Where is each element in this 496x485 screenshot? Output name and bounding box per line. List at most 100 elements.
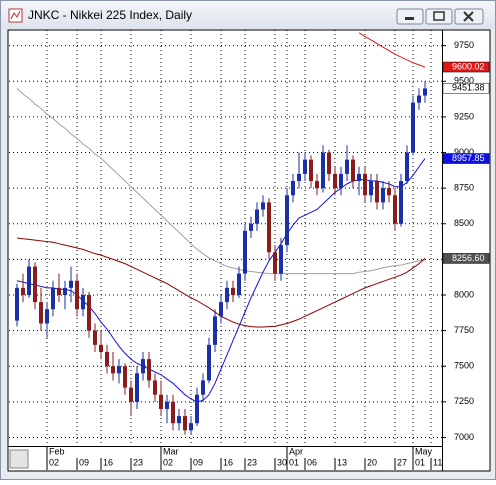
candle-body <box>39 302 43 324</box>
x-tick-label: 09 <box>79 457 89 467</box>
candle-body <box>201 380 205 395</box>
x-tick-label: 02 <box>49 457 59 467</box>
candle-body <box>45 309 49 324</box>
candle-body <box>357 173 361 182</box>
candle-body <box>261 202 265 210</box>
candle-body <box>237 273 241 295</box>
candle-body <box>75 280 79 310</box>
y-tick-label: 9750 <box>454 40 474 50</box>
scroll-button[interactable] <box>9 449 29 469</box>
candle-body <box>105 351 109 367</box>
x-tick-label: 11 <box>433 457 442 467</box>
candle-body <box>213 316 217 345</box>
month-label: Apr <box>289 446 303 456</box>
y-tick-label: 9000 <box>454 147 474 157</box>
candle-body <box>171 401 175 424</box>
candle-body <box>267 202 271 253</box>
y-tick-label: 9250 <box>454 111 474 121</box>
candle-body <box>117 366 121 374</box>
candle-body <box>183 416 187 431</box>
y-tick-label: 8000 <box>454 289 474 299</box>
candle-body <box>219 302 223 317</box>
candle-body <box>333 173 337 189</box>
price-label-box <box>442 253 490 264</box>
candle-body <box>69 280 73 288</box>
month-label: Feb <box>49 446 65 456</box>
candle-body <box>63 287 67 295</box>
candle-body <box>393 195 397 224</box>
candle-body <box>129 387 133 402</box>
candle-body <box>81 294 85 310</box>
candle-body <box>243 230 247 274</box>
x-tick-label: 01 <box>289 457 299 467</box>
x-tick-label: 02 <box>163 457 173 467</box>
candle-body <box>159 394 163 409</box>
candle-body <box>207 344 211 381</box>
moving-average-line <box>16 88 426 275</box>
candle-body <box>153 380 157 395</box>
close-button[interactable] <box>454 8 484 25</box>
candle-body <box>381 188 385 203</box>
candle-body <box>27 266 31 295</box>
y-tick-label: 9500 <box>454 76 474 86</box>
candle-body <box>345 159 349 174</box>
candle-body <box>321 152 325 189</box>
candle-body <box>225 287 229 303</box>
x-tick-label: 27 <box>397 457 407 467</box>
candle-body <box>99 344 103 352</box>
candle-body <box>141 359 145 374</box>
candle-body <box>387 188 391 196</box>
price-label: 8256.60 <box>452 253 485 263</box>
x-tick-label: 23 <box>133 457 143 467</box>
candle-body <box>51 287 55 310</box>
chart-pane <box>7 29 491 472</box>
candle-body <box>111 366 115 374</box>
x-tick-label: 30 <box>277 457 287 467</box>
candle-body <box>423 88 427 96</box>
minimize-button[interactable] <box>396 8 424 25</box>
candle-body <box>303 159 307 174</box>
x-tick-label: 23 <box>247 457 257 467</box>
candle-body <box>249 223 253 231</box>
candle-body <box>273 252 277 274</box>
month-label: Mar <box>163 446 179 456</box>
candle-body <box>93 330 97 345</box>
x-tick-label: 20 <box>367 457 377 467</box>
x-tick-label: 09 <box>193 457 203 467</box>
candle-body <box>315 181 319 189</box>
price-label: 8957.85 <box>452 153 485 163</box>
candle-body <box>363 173 367 196</box>
y-tick-label: 8750 <box>454 183 474 193</box>
y-tick-label: 8500 <box>454 218 474 228</box>
y-tick-label: 7250 <box>454 396 474 406</box>
candle-body <box>147 359 151 381</box>
price-label-box <box>442 82 490 94</box>
candle-body <box>87 294 91 331</box>
candle-body <box>297 173 301 182</box>
y-tick-label: 7000 <box>454 432 474 442</box>
candle-body <box>57 287 61 295</box>
candle-body <box>231 287 235 295</box>
moving-average-line <box>358 32 426 68</box>
candle-body <box>405 152 409 182</box>
candle-body <box>177 416 181 424</box>
price-label-box <box>442 61 490 73</box>
maximize-button[interactable] <box>425 8 453 25</box>
x-tick-label: 06 <box>307 457 317 467</box>
candle-body <box>351 159 355 182</box>
x-tick-label: 13 <box>337 457 347 467</box>
candle-body <box>15 287 19 321</box>
price-label: 9600.02 <box>452 61 485 71</box>
candle-body <box>279 245 283 274</box>
month-label: May <box>415 446 433 456</box>
candle-body <box>411 102 415 153</box>
candle-body <box>369 181 373 196</box>
candle-body <box>255 209 259 224</box>
price-label-box <box>442 153 490 164</box>
app-icon <box>8 8 23 23</box>
x-tick-label: 16 <box>103 457 113 467</box>
candle-body <box>399 181 403 224</box>
candle-body <box>189 423 193 431</box>
candle-body <box>33 266 37 303</box>
